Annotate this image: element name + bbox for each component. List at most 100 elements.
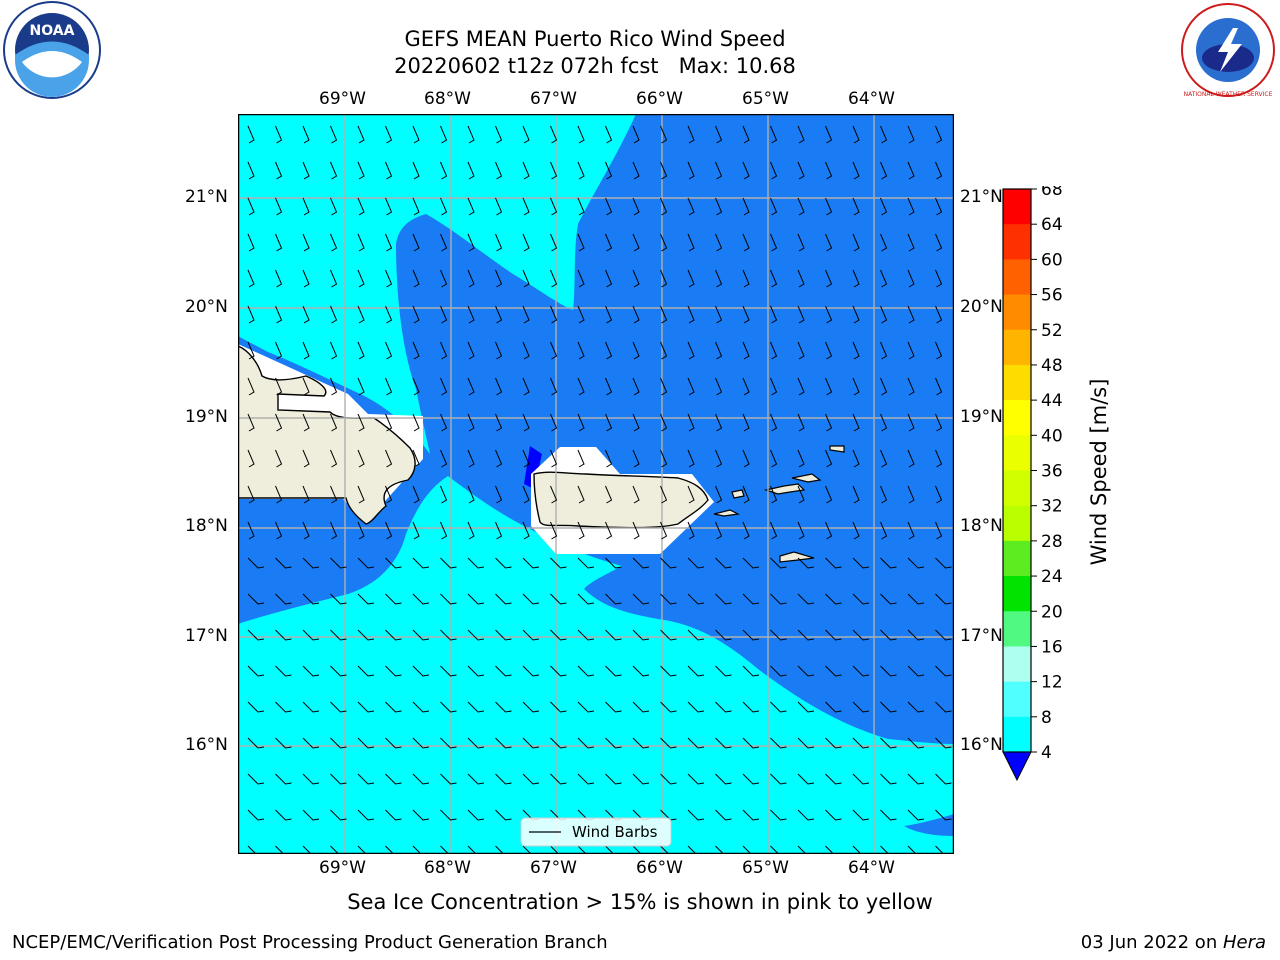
chart-title: GEFS MEAN Puerto Rico Wind Speed	[404, 27, 786, 51]
wind-barb	[385, 485, 393, 504]
wind-barb	[247, 701, 265, 713]
wind-barb	[550, 125, 558, 144]
wind-barb	[935, 521, 943, 540]
wind-barb	[715, 233, 723, 252]
wind-barb	[770, 161, 778, 180]
wind-barb	[797, 161, 805, 180]
wind-barb	[605, 629, 622, 641]
wind-barb	[467, 269, 475, 288]
wind-barb	[440, 737, 457, 749]
colorbar-band	[1003, 435, 1031, 471]
wind-barb	[495, 413, 503, 432]
wind-barb	[302, 629, 320, 641]
wind-barb	[632, 197, 640, 216]
wind-barb	[770, 701, 787, 713]
wind-barb	[880, 809, 897, 821]
wind-barb	[825, 845, 835, 854]
wind-barb	[440, 341, 448, 360]
wind-barb	[605, 197, 613, 216]
wind-barb	[935, 557, 952, 569]
wind-barb	[247, 233, 255, 252]
wind-barb	[412, 485, 420, 504]
wind-barb	[302, 557, 320, 569]
wind-barb	[247, 341, 255, 360]
wind-barb	[797, 341, 805, 360]
wind-barb	[770, 557, 787, 569]
colorbar-tick-label: 64	[1041, 215, 1063, 235]
land-hispaniola	[238, 345, 416, 525]
wind-barb	[770, 449, 778, 468]
wind-barb	[660, 161, 668, 180]
wind-barb	[412, 197, 420, 216]
wind-barb	[797, 773, 815, 785]
lon-label-bottom-66w: 66°W	[636, 858, 683, 878]
wind-barb	[605, 737, 622, 749]
wind-map: Wind Barbs	[238, 114, 954, 854]
lon-label-top-69w: 69°W	[319, 89, 366, 109]
wind-barb	[907, 305, 915, 324]
wind-barb	[577, 521, 585, 540]
wind-barb	[935, 377, 943, 396]
colorbar-band	[1003, 611, 1031, 647]
wind-barb	[412, 737, 430, 749]
wind-barb	[825, 413, 833, 432]
wind-barb	[385, 449, 393, 468]
colorbar-band	[1003, 364, 1031, 401]
wind-barb	[302, 521, 310, 540]
wind-barb	[385, 845, 395, 854]
wind-barb	[275, 809, 292, 821]
wind-barb	[715, 557, 732, 569]
wind-barb	[632, 305, 640, 324]
wind-barb	[385, 413, 393, 432]
wind-barb	[412, 773, 430, 785]
wind-barb	[522, 701, 540, 713]
footer-date-text: 03 Jun 2022 on	[1080, 932, 1223, 953]
wind-barb	[605, 161, 613, 180]
wind-barb	[330, 737, 347, 749]
wind-barb	[605, 521, 613, 540]
wind-barb	[385, 377, 393, 396]
wind-barb	[302, 449, 310, 468]
wind-barb	[770, 845, 780, 854]
wind-barb	[605, 485, 613, 504]
wind-barb	[577, 737, 595, 749]
nws-logo-text: NATIONAL WEATHER SERVICE	[1184, 91, 1273, 98]
wind-barb	[440, 557, 457, 569]
wind-barb	[852, 269, 860, 288]
wind-barb	[302, 665, 320, 677]
wind-barb	[440, 593, 457, 605]
wind-barb	[852, 701, 870, 713]
wind-barb	[247, 557, 265, 569]
wind-barb	[770, 341, 778, 360]
wind-barb	[907, 449, 915, 468]
wind-barb	[495, 557, 512, 569]
wind-barb	[550, 629, 567, 641]
lon-label-bottom-69w: 69°W	[319, 858, 366, 878]
wind-barb	[632, 449, 640, 468]
wind-barb	[302, 701, 320, 713]
wind-barb	[385, 737, 402, 749]
wind-barb	[687, 449, 695, 468]
wind-barb	[660, 377, 668, 396]
wind-barb	[275, 161, 283, 180]
wind-barb	[302, 485, 310, 504]
wind-barb	[577, 233, 585, 252]
wind-barb	[577, 701, 595, 713]
wind-barb	[577, 557, 595, 569]
wind-barb	[935, 413, 943, 432]
wind-barb	[275, 449, 283, 468]
wind-barb	[770, 125, 778, 144]
wind-barb	[797, 557, 815, 569]
wind-barb	[275, 701, 292, 713]
wind-barb	[550, 233, 558, 252]
wind-barb	[852, 197, 860, 216]
wind-barb	[522, 629, 540, 641]
wind-barb	[275, 485, 283, 504]
wind-barb	[825, 521, 833, 540]
wind-barb	[935, 269, 943, 288]
wind-barb	[632, 737, 650, 749]
wind-barb	[577, 485, 585, 504]
wind-barb	[907, 521, 915, 540]
wind-barb	[247, 773, 265, 785]
wind-barb	[852, 305, 860, 324]
